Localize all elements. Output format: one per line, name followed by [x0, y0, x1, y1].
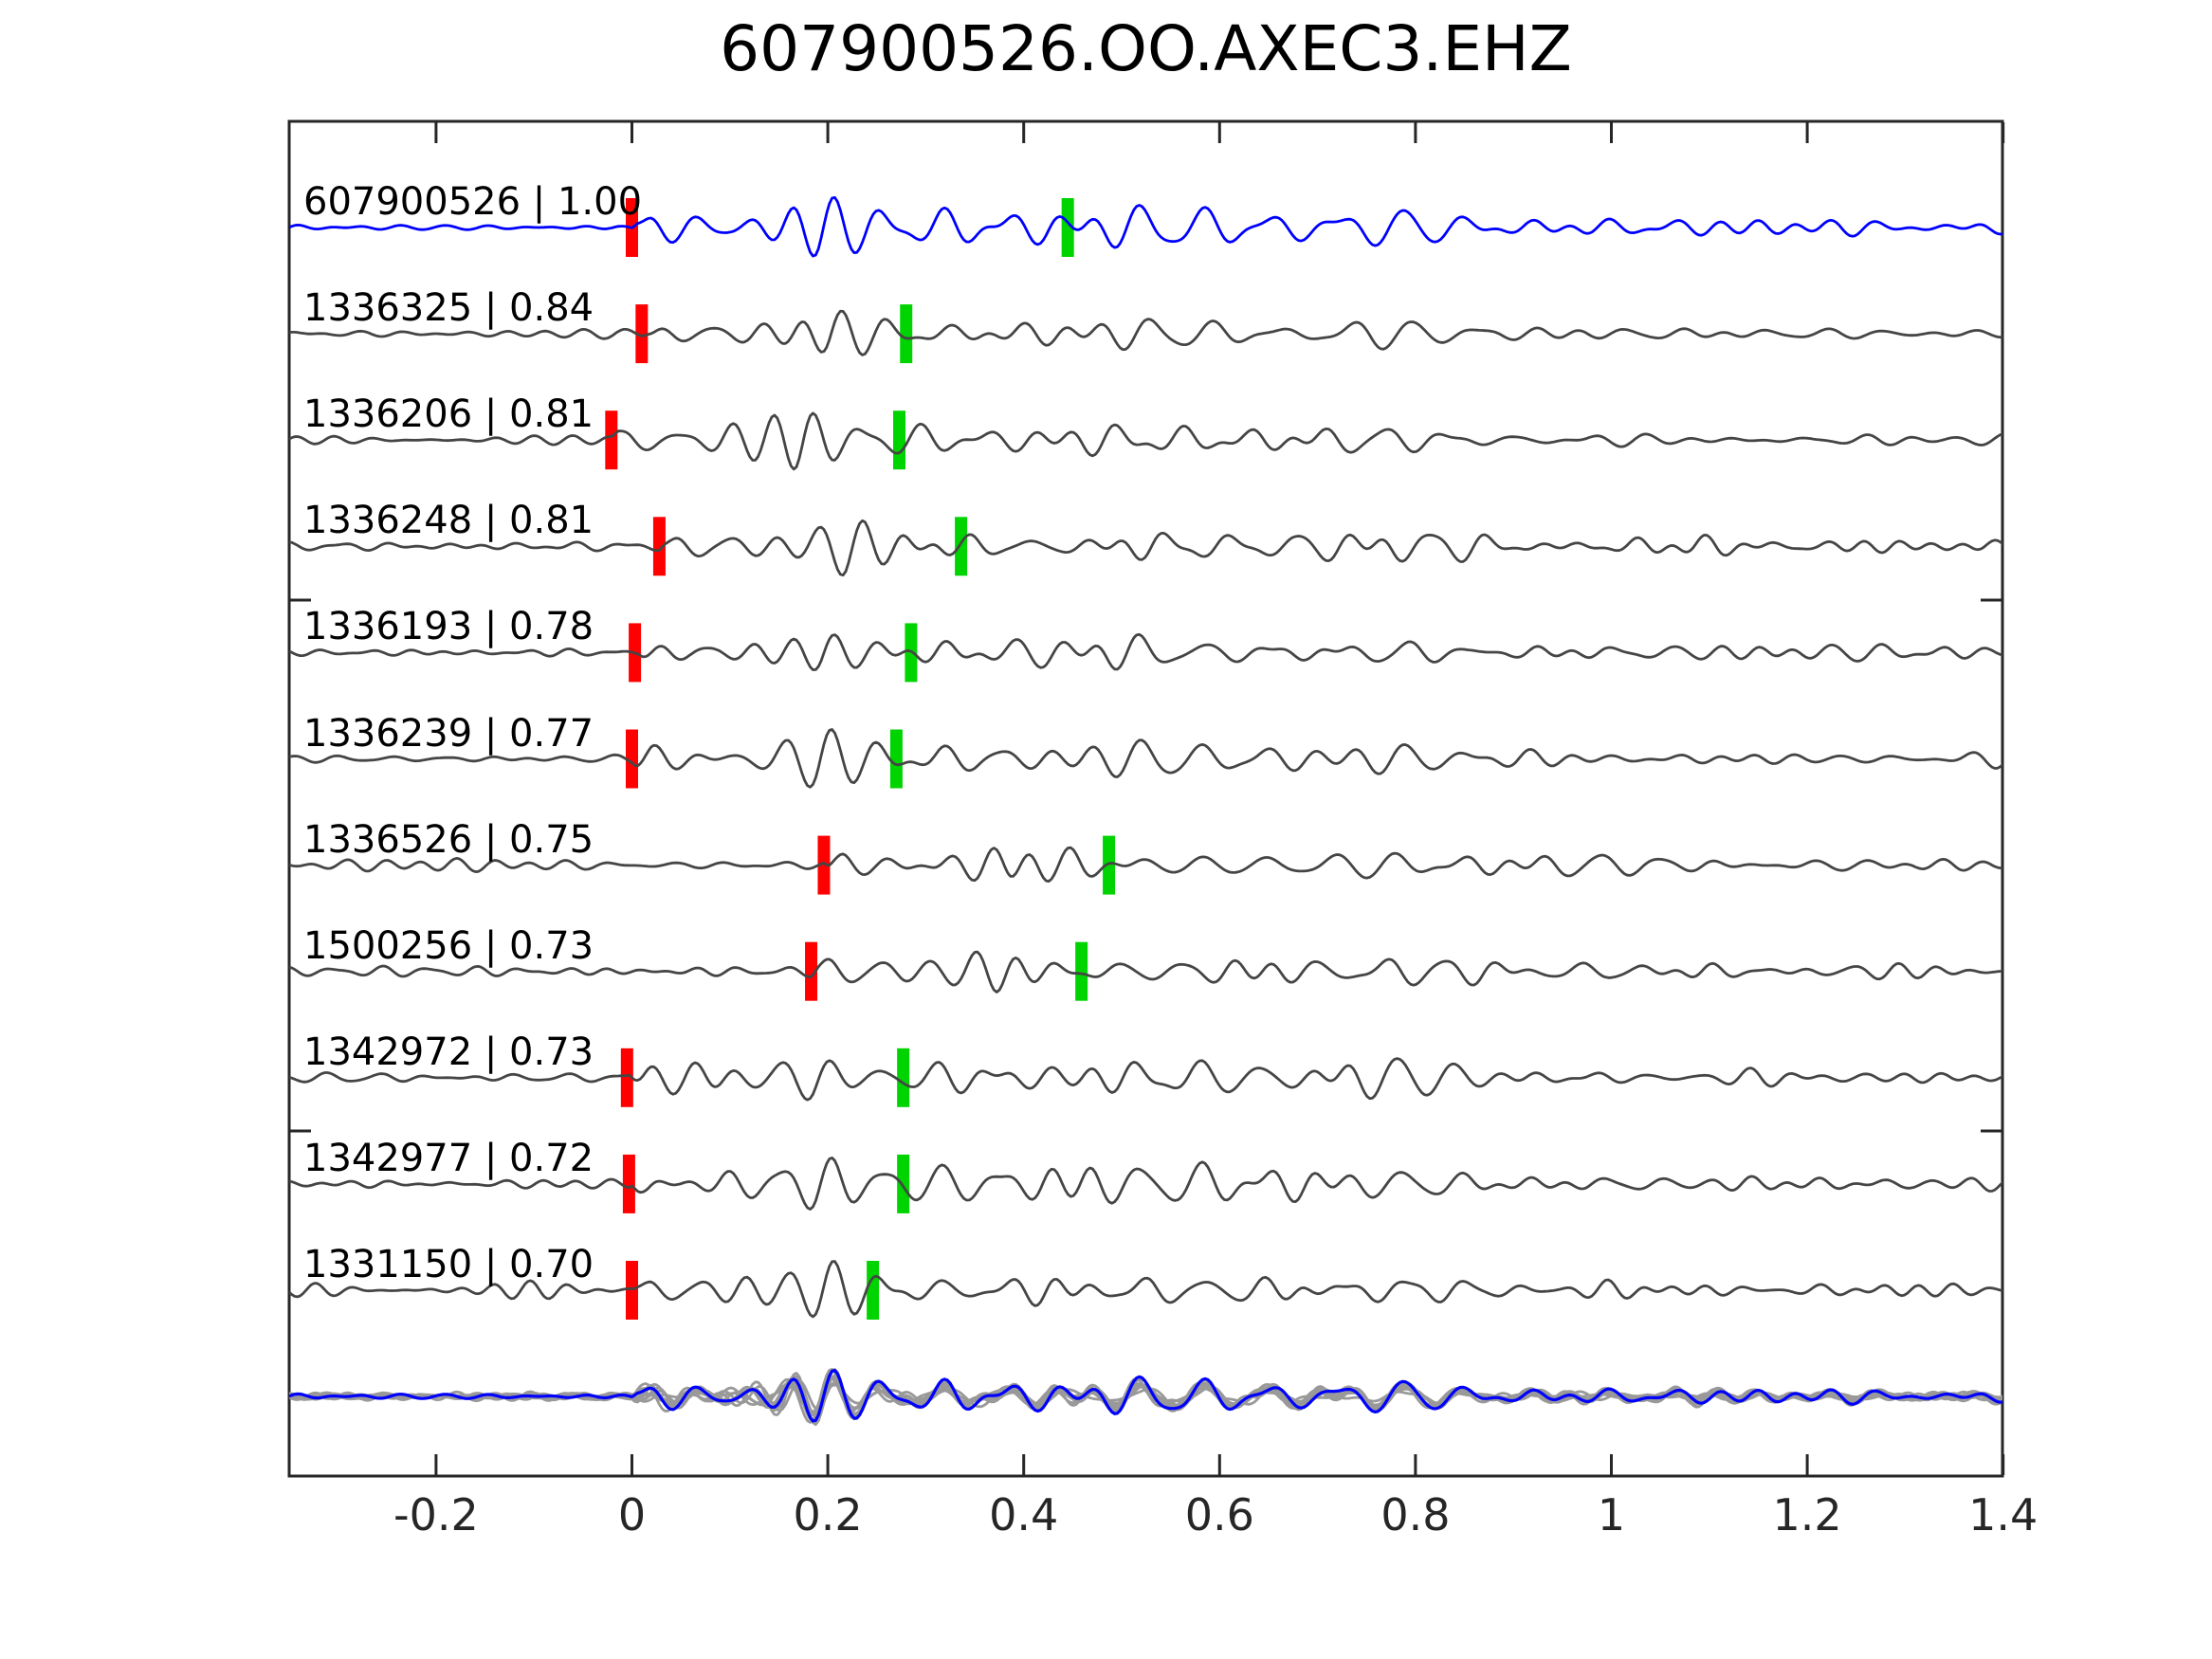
red-pick-marker-1500256 [805, 941, 818, 1001]
red-pick-marker-1336526 [817, 835, 831, 895]
trace-label-1342977: 1342977 | 0.72 [303, 1136, 594, 1180]
red-pick-marker-1336206 [605, 410, 618, 470]
x-tick-label-0.6: 0.6 [1184, 1489, 1254, 1540]
waveform-1500256 [289, 950, 2002, 994]
waveform-607900526 [289, 195, 2002, 258]
green-pick-marker-607900526 [1061, 198, 1074, 257]
waveform-1342972 [289, 1057, 2002, 1102]
x-tick-label-1: 1 [1597, 1489, 1626, 1540]
trace-label-1331150: 1331150 | 0.70 [303, 1243, 594, 1286]
waveform-1336248 [289, 519, 2002, 577]
green-pick-marker-1336526 [1103, 835, 1116, 895]
waveform-1336193 [289, 632, 2002, 671]
trace-label-1336526: 1336526 | 0.75 [303, 817, 594, 862]
green-pick-marker-1336248 [955, 517, 968, 576]
trace-label-1336206: 1336206 | 0.81 [303, 392, 594, 437]
trace-label-1500256: 1500256 | 0.73 [303, 923, 594, 968]
trace-label-1336248: 1336248 | 0.81 [303, 499, 594, 543]
red-pick-marker-1342972 [620, 1048, 633, 1107]
red-pick-marker-1336248 [652, 517, 666, 576]
waveform-1331150 [289, 1260, 2002, 1319]
x-tick-label-0.4: 0.4 [989, 1489, 1059, 1540]
trace-label-1336193: 1336193 | 0.78 [303, 605, 594, 649]
x-tick-label-0.8: 0.8 [1380, 1489, 1451, 1540]
waveform-1336325 [289, 309, 2002, 356]
green-pick-marker-1331150 [867, 1261, 880, 1320]
green-pick-marker-1342977 [897, 1154, 910, 1213]
green-pick-marker-1500256 [1075, 941, 1088, 1001]
x-tick-label-0.2: 0.2 [793, 1489, 863, 1540]
green-pick-marker-1336239 [889, 729, 903, 789]
x-tick-label-1.2: 1.2 [1772, 1489, 1842, 1540]
trace-label-1336239: 1336239 | 0.77 [303, 711, 594, 756]
green-pick-marker-1336206 [893, 410, 906, 470]
green-pick-marker-1336325 [900, 304, 913, 364]
x-tick-label-0: 0 [617, 1489, 647, 1540]
waveform-1336526 [289, 846, 2002, 883]
x-tick-label-1.4: 1.4 [1968, 1489, 2038, 1540]
waveform-1336206 [289, 411, 2002, 471]
red-pick-marker-1336239 [626, 729, 638, 789]
x-tick-label--0.2: -0.2 [393, 1489, 479, 1540]
red-pick-marker-1336325 [635, 304, 649, 364]
overlay-waveform-template [289, 1368, 2002, 1423]
trace-label-1336325: 1336325 | 0.84 [303, 286, 594, 331]
trace-label-1342972: 1342972 | 0.73 [303, 1030, 594, 1074]
red-pick-marker-1342977 [622, 1154, 635, 1213]
waveform-1336239 [289, 728, 2002, 789]
axes-frame [287, 119, 2004, 1478]
trace-label-607900526: 607900526 | 1.00 [303, 180, 643, 224]
green-pick-marker-1342972 [897, 1048, 910, 1107]
red-pick-marker-1331150 [626, 1261, 638, 1320]
figure-title: 607900526.OO.AXEC3.EHZ [720, 12, 1572, 85]
waveform-1342977 [289, 1157, 2002, 1211]
